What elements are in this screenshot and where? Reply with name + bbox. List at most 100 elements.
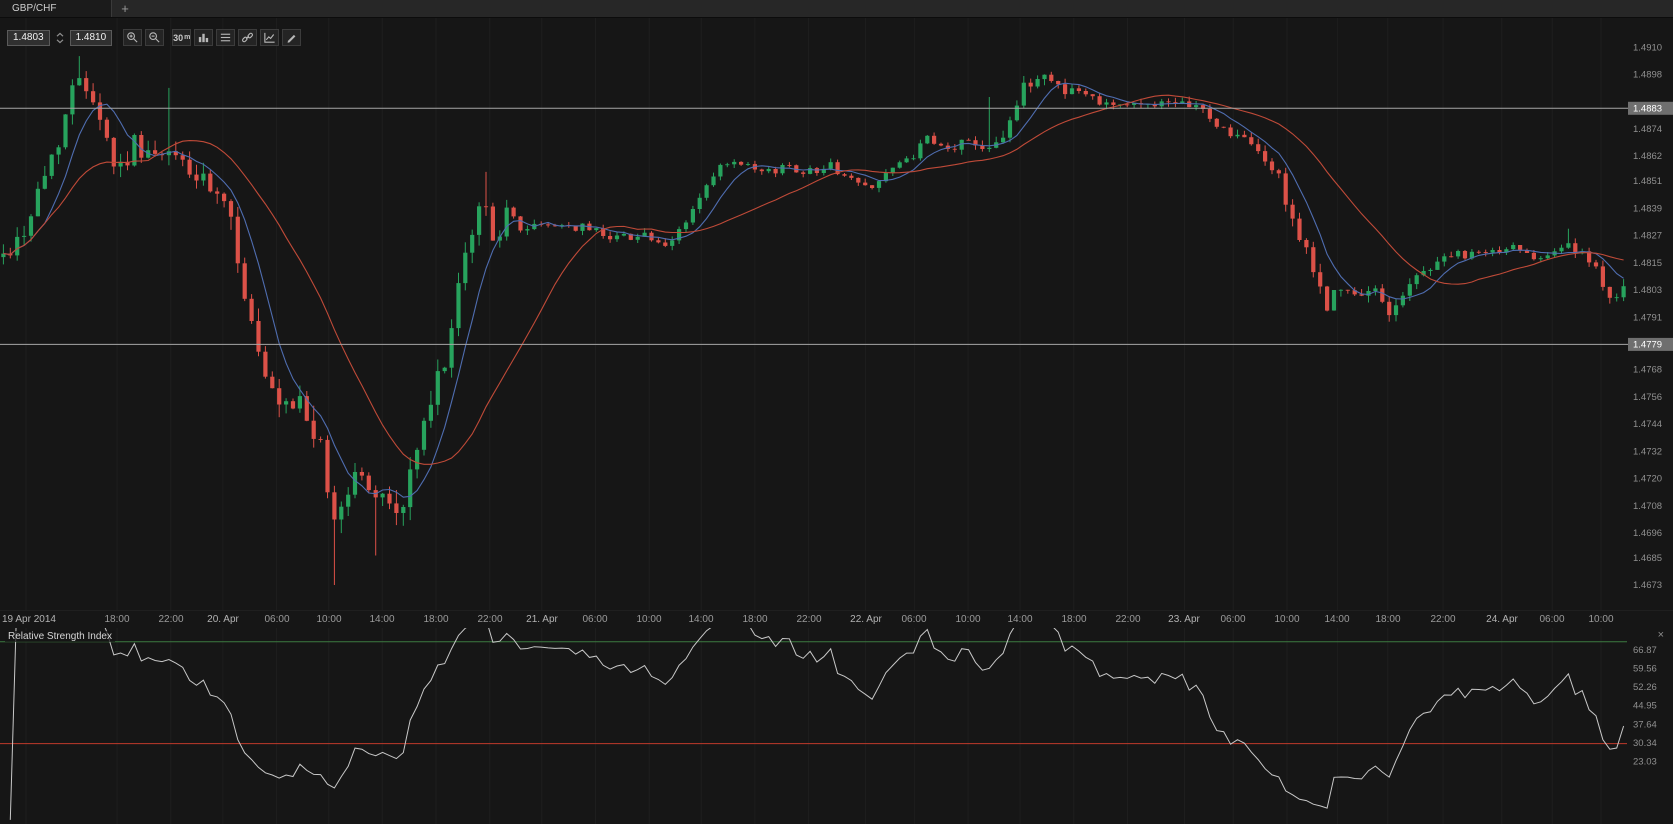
rsi-indicator-pane: 66.87 59.56 52.26 44.95 37.64 30.34 23.03 Rela… bbox=[0, 628, 1673, 824]
time-axis-time-label: 14:00 bbox=[1007, 614, 1033, 625]
rsi-axis: 66.87 59.56 52.26 44.95 37.64 30.34 23.03 bbox=[1633, 645, 1657, 768]
svg-text:37.64: 37.64 bbox=[1633, 719, 1657, 730]
time-axis-date-label: 19 Apr 2014 bbox=[2, 614, 56, 625]
timeframe-value: 30 bbox=[173, 32, 184, 43]
time-axis-time-label: 22:00 bbox=[477, 614, 503, 625]
chart-type-button[interactable] bbox=[194, 29, 214, 46]
zoom-out-button[interactable] bbox=[145, 29, 165, 46]
rsi-chart-canvas[interactable]: 66.87 59.56 52.26 44.95 37.64 30.34 23.03 bbox=[0, 628, 1673, 824]
list-icon bbox=[221, 33, 231, 42]
time-axis: 19 Apr 2014 18:00 22:00 20. Apr 06:00 10:00 14… bbox=[0, 610, 1673, 628]
time-axis-time-label: 14:00 bbox=[1324, 614, 1350, 625]
svg-text:1.4862: 1.4862 bbox=[1633, 151, 1662, 162]
svg-text:1.4720: 1.4720 bbox=[1633, 474, 1662, 485]
svg-text:1.4779: 1.4779 bbox=[1633, 340, 1662, 351]
chart-tab-bar: GBP/CHF + bbox=[0, 0, 1673, 18]
svg-text:1.4815: 1.4815 bbox=[1633, 258, 1662, 269]
time-axis-time-label: 14:00 bbox=[688, 614, 714, 625]
time-axis-time-label: 10:00 bbox=[1588, 614, 1614, 625]
grid-layer bbox=[25, 18, 1602, 610]
svg-text:1.4696: 1.4696 bbox=[1633, 528, 1662, 539]
time-axis-date-label: 23. Apr bbox=[1168, 614, 1200, 625]
time-axis-time-label: 18:00 bbox=[1061, 614, 1087, 625]
rsi-level-lines bbox=[0, 641, 1627, 745]
magnifier-minus-icon bbox=[149, 32, 160, 43]
bar-chart-icon bbox=[199, 33, 209, 43]
svg-text:1.4756: 1.4756 bbox=[1633, 392, 1662, 403]
draw-tools-button[interactable] bbox=[282, 29, 302, 46]
svg-text:1.4791: 1.4791 bbox=[1633, 312, 1662, 323]
svg-text:1.4685: 1.4685 bbox=[1633, 553, 1662, 564]
new-tab-button[interactable]: + bbox=[121, 1, 129, 16]
time-axis-date-label: 20. Apr bbox=[207, 614, 239, 625]
rsi-close-button[interactable]: × bbox=[1657, 629, 1664, 641]
indicators-button[interactable] bbox=[260, 29, 280, 46]
time-axis-time-label: 14:00 bbox=[369, 614, 395, 625]
chain-link-icon bbox=[242, 32, 254, 43]
rsi-grid-layer bbox=[25, 628, 1602, 824]
bid-price-button[interactable]: 1.4803 bbox=[7, 29, 50, 46]
time-axis-time-label: 06:00 bbox=[264, 614, 290, 625]
price-level-lines bbox=[0, 107, 1629, 345]
time-axis-date-label: 22. Apr bbox=[850, 614, 882, 625]
svg-text:1.4874: 1.4874 bbox=[1633, 124, 1662, 135]
svg-text:66.87: 66.87 bbox=[1633, 645, 1657, 656]
tab-gbp-chf[interactable]: GBP/CHF bbox=[0, 0, 112, 17]
svg-text:52.26: 52.26 bbox=[1633, 682, 1657, 693]
time-axis-time-label: 06:00 bbox=[582, 614, 608, 625]
time-axis-time-label: 18:00 bbox=[1375, 614, 1401, 625]
price-chart-canvas[interactable]: 1.4910 1.4898 1.4874 1.4862 1.4851 1.4839 1.48… bbox=[0, 18, 1673, 610]
svg-text:1.4883: 1.4883 bbox=[1633, 104, 1662, 115]
time-axis-time-label: 10:00 bbox=[316, 614, 342, 625]
svg-text:1.4898: 1.4898 bbox=[1633, 70, 1662, 81]
time-axis-time-label: 18:00 bbox=[423, 614, 449, 625]
svg-text:1.4803: 1.4803 bbox=[1633, 285, 1662, 296]
svg-text:44.95: 44.95 bbox=[1633, 701, 1657, 712]
svg-text:59.56: 59.56 bbox=[1633, 664, 1657, 675]
spread-arrows-icon bbox=[55, 32, 65, 44]
time-axis-time-label: 18:00 bbox=[742, 614, 768, 625]
time-axis-time-label: 22:00 bbox=[158, 614, 184, 625]
price-axis: 1.4910 1.4898 1.4874 1.4862 1.4851 1.4839 1.48… bbox=[1628, 42, 1673, 591]
time-axis-time-label: 18:00 bbox=[104, 614, 130, 625]
time-axis-time-label: 10:00 bbox=[1274, 614, 1300, 625]
svg-text:30.34: 30.34 bbox=[1633, 738, 1657, 749]
time-axis-date-label: 21. Apr bbox=[526, 614, 558, 625]
svg-text:1.4673: 1.4673 bbox=[1633, 580, 1662, 591]
time-axis-time-label: 22:00 bbox=[1430, 614, 1456, 625]
zoom-in-button[interactable] bbox=[123, 29, 143, 46]
time-axis-date-label: 24. Apr bbox=[1486, 614, 1518, 625]
time-axis-time-label: 06:00 bbox=[901, 614, 927, 625]
chart-toolbar: 1.4803 1.4810 bbox=[7, 29, 302, 46]
time-axis-time-label: 10:00 bbox=[636, 614, 662, 625]
rsi-line bbox=[9, 628, 1625, 820]
ask-price-button[interactable]: 1.4810 bbox=[69, 29, 113, 46]
svg-text:1.4851: 1.4851 bbox=[1633, 176, 1662, 187]
svg-text:1.4744: 1.4744 bbox=[1633, 419, 1662, 430]
time-axis-time-label: 22:00 bbox=[1115, 614, 1141, 625]
pencil-icon bbox=[287, 34, 296, 43]
svg-text:23.03: 23.03 bbox=[1633, 757, 1657, 768]
svg-text:1.4827: 1.4827 bbox=[1633, 231, 1662, 242]
line-chart-icon bbox=[264, 32, 275, 43]
svg-text:1.4768: 1.4768 bbox=[1633, 365, 1662, 376]
time-axis-time-label: 10:00 bbox=[955, 614, 981, 625]
candles-layer bbox=[1, 56, 1626, 585]
timeframe-button[interactable]: 30 m bbox=[172, 29, 192, 46]
time-axis-time-label: 22:00 bbox=[796, 614, 822, 625]
svg-text:1.4910: 1.4910 bbox=[1633, 42, 1662, 53]
tab-label: GBP/CHF bbox=[12, 3, 57, 14]
price-chart-pane: 1.4910 1.4898 1.4874 1.4862 1.4851 1.4839 1.48… bbox=[0, 18, 1673, 610]
display-options-button[interactable] bbox=[216, 29, 236, 46]
magnifier-plus-icon bbox=[127, 32, 138, 43]
time-axis-time-label: 06:00 bbox=[1539, 614, 1565, 625]
timeframe-unit: m bbox=[184, 34, 191, 41]
svg-text:1.4708: 1.4708 bbox=[1633, 501, 1662, 512]
rsi-title: Relative Strength Index bbox=[5, 631, 115, 642]
moving-averages-layer bbox=[3, 82, 1624, 498]
time-axis-time-label: 06:00 bbox=[1220, 614, 1246, 625]
svg-text:1.4839: 1.4839 bbox=[1633, 203, 1662, 214]
svg-text:1.4732: 1.4732 bbox=[1633, 446, 1662, 457]
link-instrument-button[interactable] bbox=[238, 29, 258, 46]
